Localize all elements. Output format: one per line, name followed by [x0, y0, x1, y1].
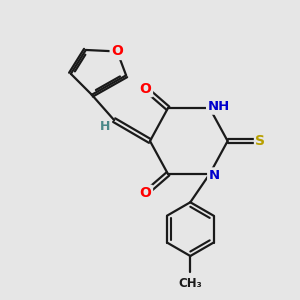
- Text: H: H: [100, 120, 110, 133]
- Text: O: O: [140, 82, 152, 96]
- Text: O: O: [140, 186, 152, 200]
- Text: CH₃: CH₃: [178, 277, 202, 290]
- Text: N: N: [208, 169, 220, 182]
- Text: O: O: [111, 44, 123, 58]
- Text: NH: NH: [208, 100, 230, 113]
- Text: S: S: [256, 134, 266, 148]
